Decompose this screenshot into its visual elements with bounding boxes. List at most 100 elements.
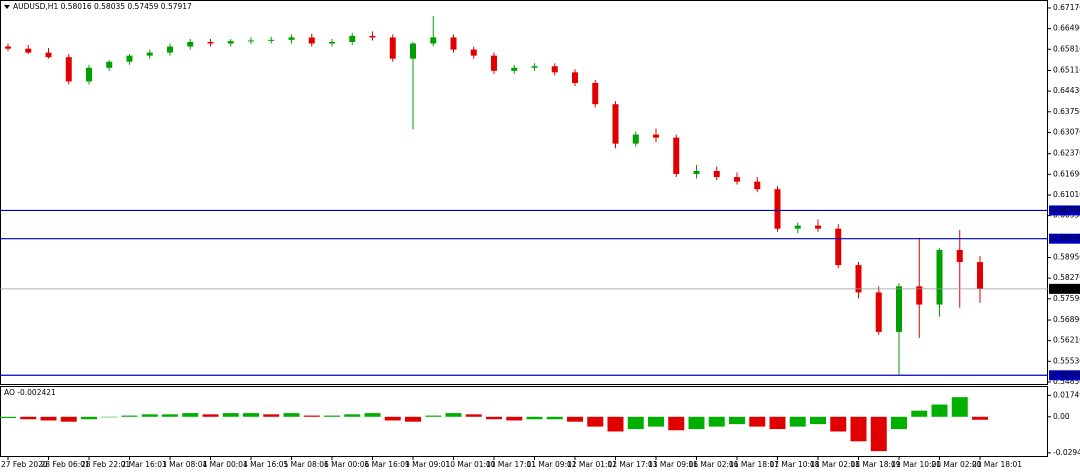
x-tick-label: 20 Mar 18:01 — [972, 460, 1022, 469]
ao-bar — [749, 416, 766, 427]
ao-bar — [951, 397, 968, 417]
ao-bar — [182, 413, 199, 417]
candle-body — [896, 286, 902, 332]
ao-bar — [324, 415, 340, 417]
ao-bar — [121, 415, 138, 417]
ao-bar — [567, 416, 583, 422]
candle-body — [835, 228, 842, 266]
candle-body — [146, 52, 153, 56]
x-tick-label: 2 Mar 16:01 — [122, 460, 168, 469]
current-price-box — [1049, 283, 1080, 294]
ao-bar — [141, 414, 158, 417]
candle-body — [106, 61, 113, 68]
candle-body — [491, 55, 497, 71]
ao-bar — [405, 416, 421, 422]
ao-bar — [708, 416, 725, 427]
candle-body — [248, 40, 254, 42]
ao-bar — [607, 416, 624, 432]
candle-body — [45, 52, 52, 58]
ao-bar — [830, 416, 847, 432]
x-tick-label: 13 Mar 09:01 — [648, 460, 698, 469]
ao-bar — [729, 416, 745, 425]
ao-bar — [81, 416, 97, 420]
x-tick-label: 18 Mar 18:01 — [851, 460, 901, 469]
candle-body — [653, 134, 659, 138]
chart-title: AUDUSD,H1 0.58016 0.58035 0.57459 0.5791… — [13, 2, 192, 11]
ao-bar — [445, 413, 462, 417]
candle-body — [572, 72, 578, 83]
ao-bar — [384, 416, 401, 421]
x-tick-label: 28 Feb 06:01 — [41, 460, 90, 469]
x-tick-label: 10 Mar 01:01 — [446, 460, 496, 469]
x-tick-label: 20 Mar 02:01 — [932, 460, 982, 469]
ao-bar — [263, 414, 280, 417]
candle-body — [126, 55, 133, 62]
x-tick-label: 3 Mar 08:01 — [162, 460, 208, 469]
x-tick-label: 28 Feb 22:01 — [81, 460, 130, 469]
x-tick-label: 11 Mar 09:01 — [527, 460, 577, 469]
ao-bar — [344, 414, 361, 417]
ao-bar — [486, 416, 502, 420]
candle-body — [612, 104, 619, 144]
ao-bar — [789, 416, 806, 427]
y-tick-label: 0.017499 — [1053, 390, 1080, 399]
candle-body — [268, 39, 275, 41]
candle-body — [774, 189, 781, 229]
x-tick-label: 10 Mar 17:01 — [486, 460, 536, 469]
candle-body — [511, 67, 518, 71]
candle-body — [187, 41, 194, 47]
candle-body — [977, 262, 983, 289]
ao-bar — [283, 413, 300, 417]
x-tick-label: 19 Mar 10:01 — [891, 460, 941, 469]
candle-body — [531, 66, 538, 68]
candle-body — [470, 49, 477, 56]
ao-bar — [972, 416, 988, 420]
ao-bar — [587, 416, 604, 427]
candle-body — [815, 225, 821, 229]
candle-body — [207, 41, 214, 44]
candle-body — [551, 66, 558, 73]
level-label: 0.55070 — [1052, 370, 1080, 379]
ao-bar — [870, 416, 887, 452]
candle-body — [430, 37, 437, 44]
x-tick-label: 4 Mar 16:01 — [243, 460, 289, 469]
ao-bar — [60, 416, 77, 422]
x-tick-label: 12 Mar 17:01 — [608, 460, 658, 469]
ao-bar — [668, 416, 685, 431]
level-label: 0.60500 — [1052, 205, 1080, 214]
ao-bar — [850, 416, 867, 442]
x-tick-label: 27 Feb 2020 — [1, 460, 48, 469]
level-label-box — [1049, 205, 1080, 216]
ao-bar — [0, 416, 16, 419]
candle-body — [410, 43, 416, 59]
candle-body — [329, 41, 335, 44]
candle-body — [794, 225, 801, 229]
candle-body — [936, 249, 943, 305]
price-panel — [0, 0, 1048, 385]
candle-body — [227, 41, 234, 44]
ao-bar — [891, 416, 907, 430]
x-tick-label: 5 Mar 08:01 — [284, 460, 330, 469]
current-price-label: 0.57917 — [1052, 284, 1080, 293]
ao-bar — [810, 416, 826, 425]
level-label-box — [1049, 233, 1080, 244]
candle-body — [754, 181, 761, 190]
ao-title: AO -0.002421 — [4, 388, 56, 397]
ao-panel — [0, 386, 1048, 457]
menu-arrow[interactable] — [4, 5, 10, 9]
candle-body — [713, 170, 720, 178]
candle-body — [65, 57, 72, 82]
